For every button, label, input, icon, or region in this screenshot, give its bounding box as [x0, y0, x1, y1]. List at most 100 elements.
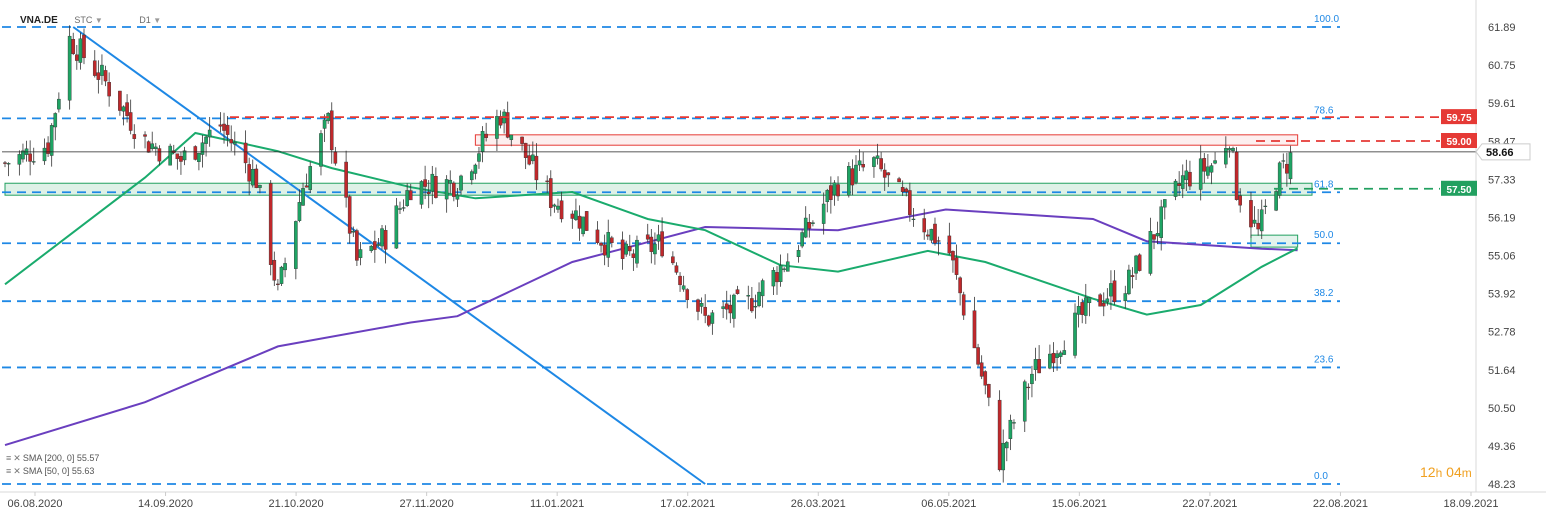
candle	[997, 390, 1002, 472]
candle	[875, 143, 880, 165]
candle	[972, 296, 977, 349]
candle-body	[1238, 195, 1242, 206]
candle	[1263, 199, 1268, 215]
candle-body	[1274, 191, 1278, 211]
candle	[272, 251, 277, 287]
interval-caret-icon[interactable]: ▼	[153, 16, 162, 25]
candle	[276, 278, 280, 291]
candle	[624, 240, 628, 257]
candle-body	[1058, 352, 1063, 357]
candle-body	[556, 205, 560, 210]
close-icon[interactable]: ✕	[13, 466, 21, 476]
candle-body	[778, 265, 783, 282]
candle	[1177, 171, 1181, 196]
candle-body	[419, 181, 424, 205]
candle-body	[552, 204, 557, 207]
candle	[531, 141, 535, 165]
x-tick-label: 21.10.2020	[269, 498, 324, 510]
candle	[480, 126, 485, 163]
interval-label[interactable]: D1	[139, 15, 151, 25]
candle	[1209, 163, 1214, 185]
candle	[832, 180, 837, 206]
candle-body	[469, 171, 474, 181]
symbol-label[interactable]: VNA.DE	[20, 15, 58, 26]
candle-body	[811, 222, 815, 224]
candle-body	[401, 207, 406, 209]
candle	[671, 251, 675, 266]
candle-body	[954, 257, 959, 275]
sma200-legend[interactable]: ≡ ✕ SMA [200, 0] 55.57	[6, 453, 99, 464]
candle-body	[771, 270, 776, 287]
candle-body	[204, 136, 208, 144]
candle-body	[1198, 158, 1203, 190]
price-labels-layer: 59.75 59.00 57.50 58.66	[2, 109, 1531, 196]
candle-body	[1188, 171, 1192, 187]
sma50-legend[interactable]: ≡ ✕ SMA [50, 0] 55.63	[6, 466, 94, 477]
y-tick-label: 57.33	[1488, 174, 1516, 186]
candle-body	[100, 64, 104, 76]
candle	[82, 28, 86, 65]
candle	[800, 229, 804, 249]
candle	[1083, 283, 1088, 324]
candle	[1249, 191, 1253, 239]
y-tick-label: 48.23	[1488, 479, 1516, 491]
candle	[595, 221, 600, 245]
candle-body	[154, 146, 158, 149]
candle	[685, 288, 690, 309]
candle-body	[922, 218, 927, 233]
menu-icon[interactable]: ≡	[6, 466, 12, 476]
chart-type-caret-icon[interactable]: ▼	[94, 16, 103, 25]
candle-body	[1184, 170, 1189, 181]
candle	[674, 262, 679, 275]
candle	[1184, 159, 1189, 192]
candle	[1055, 350, 1059, 371]
candle-body	[247, 164, 251, 182]
timer-minutes-unit: m	[1461, 466, 1472, 480]
candle	[1206, 154, 1210, 179]
candle-body	[775, 272, 779, 283]
candle-body	[394, 205, 399, 249]
fib-level-label: 78.6	[1314, 105, 1334, 116]
candle-body	[444, 179, 449, 200]
candle	[882, 163, 887, 191]
candle-body	[757, 291, 761, 307]
candle	[897, 176, 901, 183]
fib-level-label: 38.2	[1314, 288, 1334, 299]
close-icon[interactable]: ✕	[13, 453, 21, 463]
candle-body	[653, 243, 657, 255]
candle	[721, 301, 725, 319]
level-price-label: 59.75	[1446, 113, 1471, 124]
support-zone-right	[1250, 234, 1299, 248]
fib-level-label: 0.0	[1314, 471, 1328, 482]
candle	[250, 159, 255, 188]
candle-body	[398, 208, 402, 210]
candle-body	[882, 169, 887, 178]
candle	[200, 135, 205, 168]
candle	[1259, 199, 1264, 239]
candle-body	[897, 178, 901, 183]
candle-body	[1155, 233, 1160, 237]
menu-icon[interactable]: ≡	[6, 453, 12, 463]
candle	[1080, 298, 1085, 324]
candle-body	[1231, 147, 1235, 152]
candle	[775, 266, 779, 295]
resistance-zone-top	[474, 134, 1299, 146]
candle-body	[703, 306, 707, 316]
candle	[556, 198, 560, 213]
candle-body	[624, 243, 628, 255]
candle	[584, 211, 589, 231]
candle	[1012, 419, 1016, 430]
candle	[197, 152, 201, 171]
candle-body	[581, 216, 585, 235]
candle	[656, 224, 661, 250]
candle-body	[125, 102, 129, 116]
y-tick-label: 55.06	[1488, 251, 1516, 263]
candle-body	[1030, 373, 1034, 385]
candle	[355, 228, 359, 267]
candle	[606, 219, 611, 268]
candle	[926, 229, 930, 240]
candle	[430, 165, 435, 205]
chart-type-label[interactable]: STC	[74, 15, 93, 25]
y-tick-label: 53.92	[1488, 289, 1516, 301]
